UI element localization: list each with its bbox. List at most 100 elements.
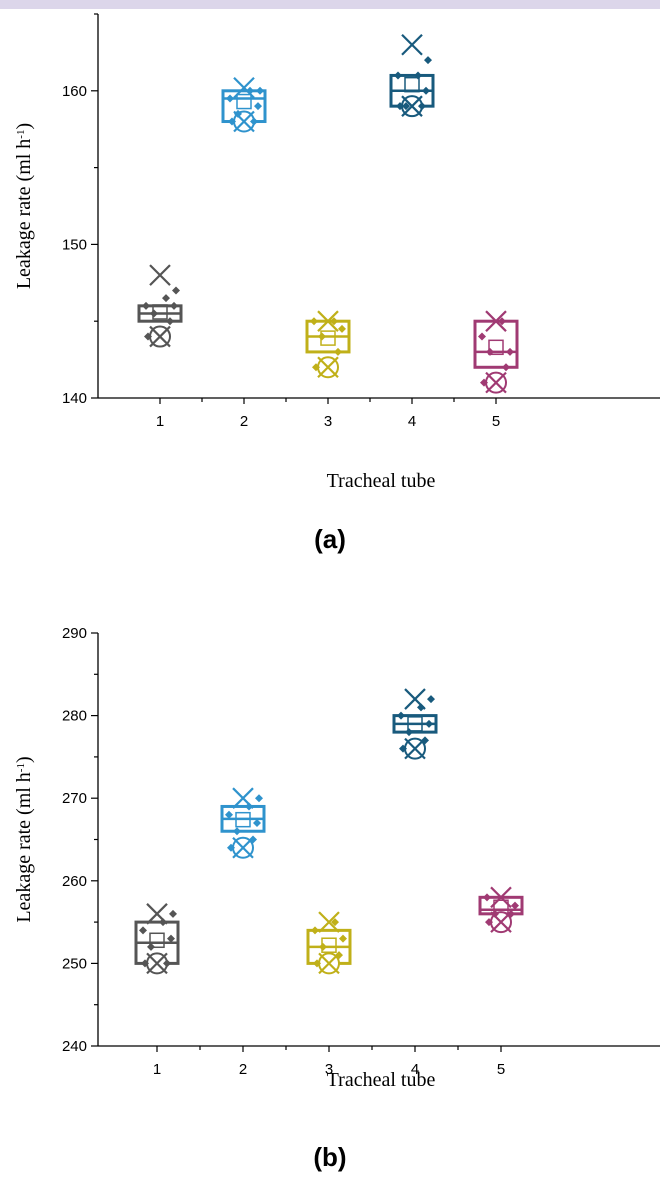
x-tick-label: 3 — [325, 1061, 333, 1078]
data-point — [169, 909, 177, 918]
box-min-marker — [317, 356, 339, 379]
x-tick-label: 5 — [492, 413, 500, 430]
y-tick-label: 270 — [62, 790, 87, 807]
y-tick-label: 290 — [62, 625, 87, 642]
box-iqr — [473, 319, 519, 369]
box-mean-marker — [149, 932, 165, 949]
data-point — [147, 942, 155, 951]
box-group-2 — [221, 76, 267, 133]
x-axis-title: Tracheal tube — [327, 1069, 436, 1091]
y-tick-label: 260 — [62, 873, 87, 890]
box-group-5 — [478, 886, 524, 934]
box-max-marker — [401, 33, 423, 56]
box-max-marker — [490, 886, 512, 909]
data-point — [485, 918, 493, 927]
data-point — [311, 926, 319, 935]
data-point — [172, 286, 180, 295]
box-mean-marker — [235, 811, 251, 828]
y-tick-label: 160 — [62, 83, 87, 100]
data-point — [255, 794, 263, 803]
data-point — [312, 363, 320, 372]
data-point — [502, 363, 510, 372]
box-group-1 — [134, 903, 180, 975]
data-point — [166, 317, 174, 326]
data-point — [491, 909, 499, 918]
box-min-marker — [146, 952, 168, 975]
data-point — [150, 309, 158, 318]
data-point — [483, 893, 491, 902]
data-point — [228, 117, 236, 126]
data-point — [405, 728, 413, 737]
box-mean-marker — [404, 76, 420, 93]
top-banner-strip — [0, 0, 660, 9]
box-min-marker — [318, 952, 340, 975]
data-point — [424, 56, 432, 65]
data-point — [330, 317, 338, 326]
box-min-marker — [401, 95, 423, 117]
data-point — [225, 810, 233, 819]
y-tick-label: 250 — [62, 955, 87, 972]
data-point — [506, 347, 514, 356]
data-point — [170, 301, 178, 310]
data-point — [249, 835, 257, 844]
panel-b-chart: 240 250 260 270 280 290 1 2 3 4 5 Tracheal tube Leak… — [13, 625, 660, 1172]
box-mean-marker — [407, 716, 423, 732]
data-point — [331, 918, 339, 927]
data-point — [418, 102, 426, 111]
data-point — [480, 378, 488, 387]
data-point — [396, 102, 404, 111]
box-group-3 — [306, 911, 352, 975]
data-point — [234, 109, 242, 118]
data-point — [427, 695, 435, 704]
data-point — [319, 942, 327, 951]
data-point — [397, 711, 405, 720]
data-point — [254, 102, 262, 111]
data-point — [253, 818, 261, 827]
data-point — [245, 802, 253, 811]
data-point — [250, 117, 258, 126]
data-point — [339, 934, 347, 943]
y-tick-label: 240 — [62, 1038, 87, 1055]
data-point — [162, 294, 170, 303]
y-axis-title: Leakage rate (ml h-1) — [13, 123, 35, 289]
data-point — [486, 347, 494, 356]
panel-label: (a) — [314, 524, 346, 554]
box-max-marker — [317, 310, 339, 332]
data-point — [310, 317, 318, 326]
data-point — [399, 744, 407, 753]
data-point — [227, 843, 235, 852]
panel-label: (b) — [313, 1142, 346, 1172]
data-point — [511, 901, 519, 910]
data-point — [422, 86, 430, 95]
data-point — [394, 71, 402, 80]
box-max-marker — [233, 76, 255, 99]
x-tick-label: 4 — [411, 1061, 419, 1078]
box-group-4 — [392, 688, 438, 760]
box-group-5 — [473, 310, 519, 394]
data-point — [478, 332, 486, 341]
box-group-3 — [305, 310, 351, 379]
data-point — [233, 827, 241, 836]
data-point — [167, 934, 175, 943]
data-point — [144, 332, 152, 341]
box-group-1 — [137, 264, 183, 348]
x-tick-label: 4 — [408, 413, 416, 430]
x-axis-title: Tracheal tube — [327, 470, 436, 492]
data-point — [318, 332, 326, 341]
box-group-4 — [389, 33, 435, 118]
box-mean-marker — [236, 93, 252, 110]
y-tick-label: 150 — [62, 236, 87, 253]
data-point — [256, 86, 264, 95]
panel-a-chart: 140 150 160 1 2 3 4 5 Tracheal tube Leakage rate … — [13, 13, 660, 554]
y-tick-label: 280 — [62, 708, 87, 725]
y-axis-title: Leakage rate (ml h-1) — [13, 756, 35, 922]
x-tick-label: 1 — [156, 413, 164, 430]
box-min-marker — [149, 325, 171, 348]
data-point — [159, 918, 167, 927]
data-point — [507, 909, 515, 918]
box-min-marker — [232, 836, 254, 859]
data-point — [421, 736, 429, 745]
data-point — [498, 317, 506, 326]
box-max-marker — [149, 264, 171, 286]
